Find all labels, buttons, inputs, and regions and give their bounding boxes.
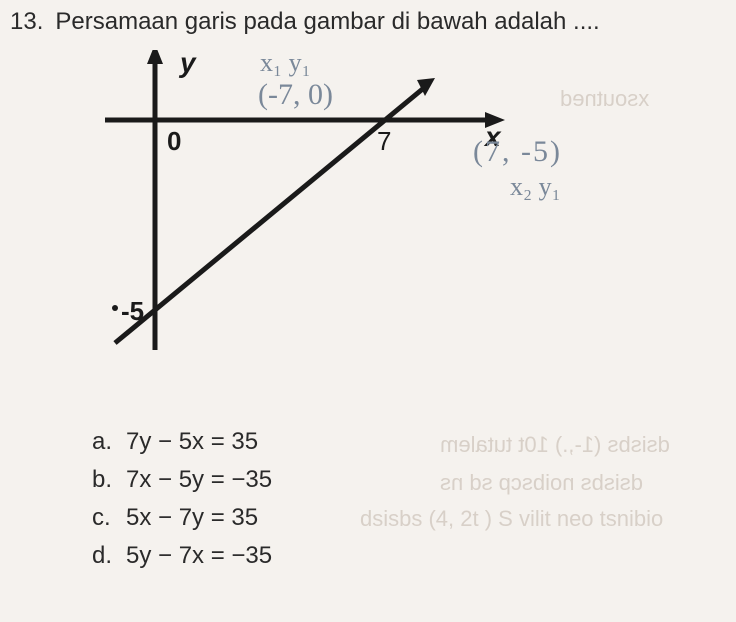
dot-icon (112, 305, 118, 311)
y-axis-arrow-icon (147, 50, 163, 64)
handwriting-3: (7, -5) (473, 135, 562, 169)
question-text: Persamaan garis pada gambar di bawah ada… (55, 8, 599, 36)
option-text-b: 7x − 5y = −35 (126, 466, 272, 494)
faint-bg-text-3: dsisbs noibscp sd ns (440, 470, 643, 496)
y-axis-label: y (178, 50, 197, 78)
option-letter-d: d. (92, 542, 126, 570)
option-letter-b: b. (92, 466, 126, 494)
faint-bg-text-2: dsisbs (1-,.) 10t tutalem (440, 432, 670, 458)
x-intercept-label: 7 (377, 126, 391, 156)
option-text-a: 7y − 5x = 35 (126, 428, 258, 456)
handwriting-4: x₂ y₁ (510, 172, 561, 202)
option-a: a. 7y − 5x = 35 (92, 428, 272, 456)
faint-bg-text-4: dsisbs (4, 2t ) S vilit neo tsnibio (360, 506, 663, 532)
answer-options: a. 7y − 5x = 35 b. 7x − 5y = −35 c. 5x −… (92, 428, 272, 580)
option-letter-c: c. (92, 504, 126, 532)
option-text-c: 5x − 7y = 35 (126, 504, 258, 532)
question-header: 13. Persamaan garis pada gambar di bawah… (0, 0, 736, 44)
handwriting-1: x₁ y₁ (260, 48, 311, 78)
faint-bg-text-1: xsoutned (560, 86, 649, 112)
option-letter-a: a. (92, 428, 126, 456)
question-number: 13. (10, 8, 43, 36)
option-d: d. 5y − 7x = −35 (92, 542, 272, 570)
origin-label: 0 (167, 126, 181, 156)
option-text-d: 5y − 7x = −35 (126, 542, 272, 570)
handwriting-2: (-7, 0) (258, 78, 333, 112)
option-b: b. 7x − 5y = −35 (92, 466, 272, 494)
option-c: c. 5x − 7y = 35 (92, 504, 272, 532)
y-intercept-label: -5 (121, 296, 144, 326)
